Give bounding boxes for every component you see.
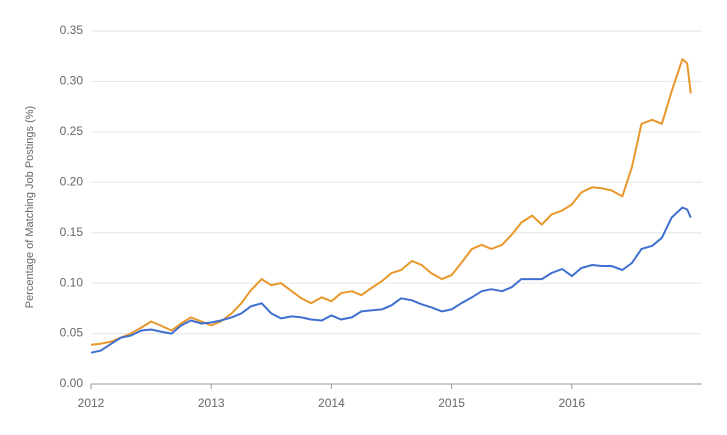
y-tick-label: 0.25 xyxy=(60,124,84,138)
y-tick-label: 0.35 xyxy=(60,23,84,37)
line-series xyxy=(90,206,692,354)
x-tick-label: 2014 xyxy=(318,396,345,410)
y-tick-label: 0.10 xyxy=(60,275,84,289)
y-tick-label: 0.15 xyxy=(60,225,84,239)
x-tick-label: 2015 xyxy=(438,396,465,410)
x-tick-label: 2012 xyxy=(78,396,105,410)
x-tick-label: 2016 xyxy=(558,396,585,410)
y-tick-label: 0.20 xyxy=(60,174,84,188)
y-axis-label: Percentage of Matching Job Postings (%) xyxy=(24,106,36,308)
y-tick-label: 0.00 xyxy=(60,376,84,390)
y-tick-label: 0.05 xyxy=(60,326,84,340)
line-series xyxy=(90,58,692,346)
y-tick-label: 0.30 xyxy=(60,74,84,88)
x-tick-label: 2013 xyxy=(198,396,225,410)
